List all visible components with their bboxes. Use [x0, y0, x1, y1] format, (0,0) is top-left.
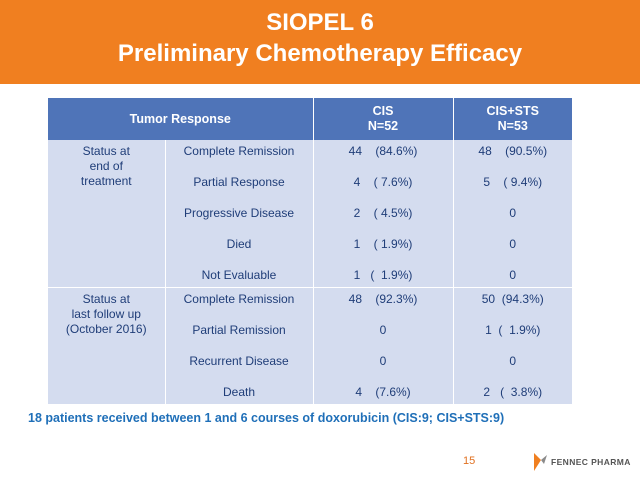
header-cis-sts-n: N=53 [497, 119, 528, 133]
response-column: Complete Remission Partial Remission Rec… [165, 287, 314, 404]
response-label: Death [222, 385, 256, 399]
cis-sts-value: 0 [509, 354, 517, 368]
header-tumor-response: Tumor Response [48, 98, 314, 140]
response-table: Tumor Response CIS N=52 CIS+STS N=53 Sta… [48, 98, 573, 404]
cis-value: 4 ( 7.6%) [353, 175, 413, 189]
header-cis-sts: CIS+STS N=53 [453, 98, 573, 140]
response-label: Recurrent Disease [189, 354, 289, 368]
status-cell: Status at end of treatment [48, 140, 166, 288]
slide-title: SIOPEL 6 [266, 9, 374, 36]
cis-sts-value: 2 ( 3.8%) [483, 385, 543, 399]
cis-value: 0 [379, 354, 387, 368]
header-cis: CIS N=52 [313, 98, 454, 140]
cis-value: 1 ( 1.9%) [353, 237, 413, 251]
cis-sts-value: 48 (90.5%) [478, 144, 548, 158]
response-label: Complete Remission [183, 292, 295, 306]
header-cis-label: CIS [372, 104, 394, 118]
status-line: end of [89, 159, 123, 173]
cis-value: 1 ( 1.9%) [353, 268, 413, 282]
slide-subtitle: Preliminary Chemotherapy Efficacy [117, 40, 523, 67]
fennec-logo-icon [534, 453, 547, 471]
response-label: Partial Remission [192, 323, 286, 337]
cis-sts-value: 5 ( 9.4%) [483, 175, 543, 189]
cis-column: 44 (84.6%) 4 ( 7.6%) 2 ( 4.5%) 1 ( 1.9%)… [313, 140, 454, 288]
response-label: Died [226, 237, 252, 251]
status-line: treatment [80, 174, 132, 188]
cis-column: 48 (92.3%) 0 0 4 (7.6%) [313, 287, 454, 404]
table-group-last-follow-up: Status at last follow up (October 2016) … [48, 287, 573, 404]
header-cis-n: N=52 [367, 119, 399, 133]
page-number: 15 [463, 455, 476, 467]
cis-sts-value: 0 [509, 206, 517, 220]
table-group-end-of-treatment: Status at end of treatment Complete Remi… [48, 140, 573, 288]
status-line: (October 2016) [65, 322, 147, 336]
cis-sts-value: 0 [509, 268, 517, 282]
company-logo: FENNEC PHARMA [532, 450, 631, 474]
status-cell: Status at last follow up (October 2016) [48, 287, 166, 404]
cis-value: 48 (92.3%) [348, 292, 418, 306]
title-banner: SIOPEL 6 Preliminary Chemotherapy Effica… [0, 0, 640, 84]
cis-value: 4 (7.6%) [355, 385, 411, 399]
cis-value: 0 [379, 323, 387, 337]
footnote: 18 patients received between 1 and 6 cou… [28, 411, 505, 425]
cis-sts-column: 50 (94.3%) 1 ( 1.9%) 0 2 ( 3.8%) [453, 287, 573, 404]
response-label: Partial Response [193, 175, 285, 189]
response-label: Not Evaluable [201, 268, 277, 282]
cis-sts-value: 50 (94.3%) [481, 292, 544, 306]
response-label: Progressive Disease [183, 206, 295, 220]
logo-text: FENNEC PHARMA [551, 457, 631, 467]
cis-value: 44 (84.6%) [348, 144, 418, 158]
cis-sts-column: 48 (90.5%) 5 ( 9.4%) 0 0 0 [453, 140, 573, 288]
response-column: Complete Remission Partial Response Prog… [165, 140, 314, 288]
status-line: Status at [82, 144, 130, 158]
cis-sts-value: 1 ( 1.9%) [485, 323, 541, 337]
status-line: Status at [82, 292, 130, 306]
cis-sts-value: 0 [509, 237, 517, 251]
response-label: Complete Remission [183, 144, 295, 158]
status-line: last follow up [71, 307, 141, 321]
cis-value: 2 ( 4.5%) [353, 206, 413, 220]
header-cis-sts-label: CIS+STS [486, 104, 539, 118]
table-header-row: Tumor Response CIS N=52 CIS+STS N=53 [48, 98, 573, 140]
